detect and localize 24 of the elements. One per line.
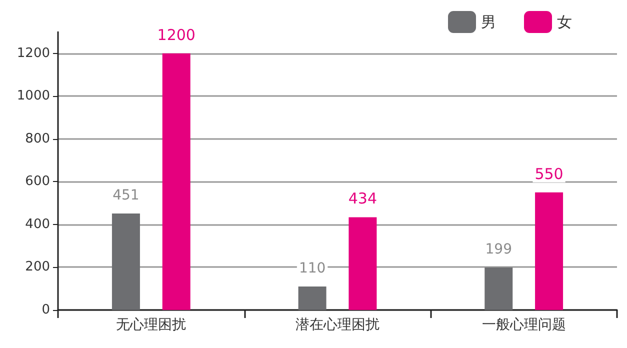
legend-label: 女 bbox=[557, 13, 572, 31]
x-tick-label: 潜在心理困扰 bbox=[296, 317, 380, 333]
x-tick-label: 无心理困扰 bbox=[116, 317, 186, 333]
bar bbox=[162, 53, 190, 310]
x-tick-label: 一般心理问题 bbox=[482, 317, 566, 333]
y-tick-label: 1000 bbox=[16, 88, 50, 104]
bar bbox=[298, 286, 326, 310]
bar bbox=[484, 267, 513, 310]
data-label: 1200 bbox=[157, 26, 196, 44]
data-label: 110 bbox=[298, 260, 326, 276]
y-tick-label: 400 bbox=[25, 216, 50, 232]
y-tick-label: 600 bbox=[25, 174, 50, 190]
y-tick-label: 1200 bbox=[16, 46, 50, 61]
data-label: 550 bbox=[534, 164, 564, 183]
y-tick-label: 800 bbox=[25, 131, 50, 146]
legend-label: 男 bbox=[481, 13, 496, 31]
y-tick-label: 200 bbox=[25, 260, 50, 275]
data-label: 451 bbox=[112, 188, 140, 204]
data-label: 199 bbox=[485, 241, 512, 258]
bar bbox=[348, 217, 377, 310]
y-tick-label: 0 bbox=[42, 302, 50, 318]
data-label: 434 bbox=[348, 190, 378, 208]
bar bbox=[535, 192, 564, 310]
bar bbox=[112, 214, 140, 310]
